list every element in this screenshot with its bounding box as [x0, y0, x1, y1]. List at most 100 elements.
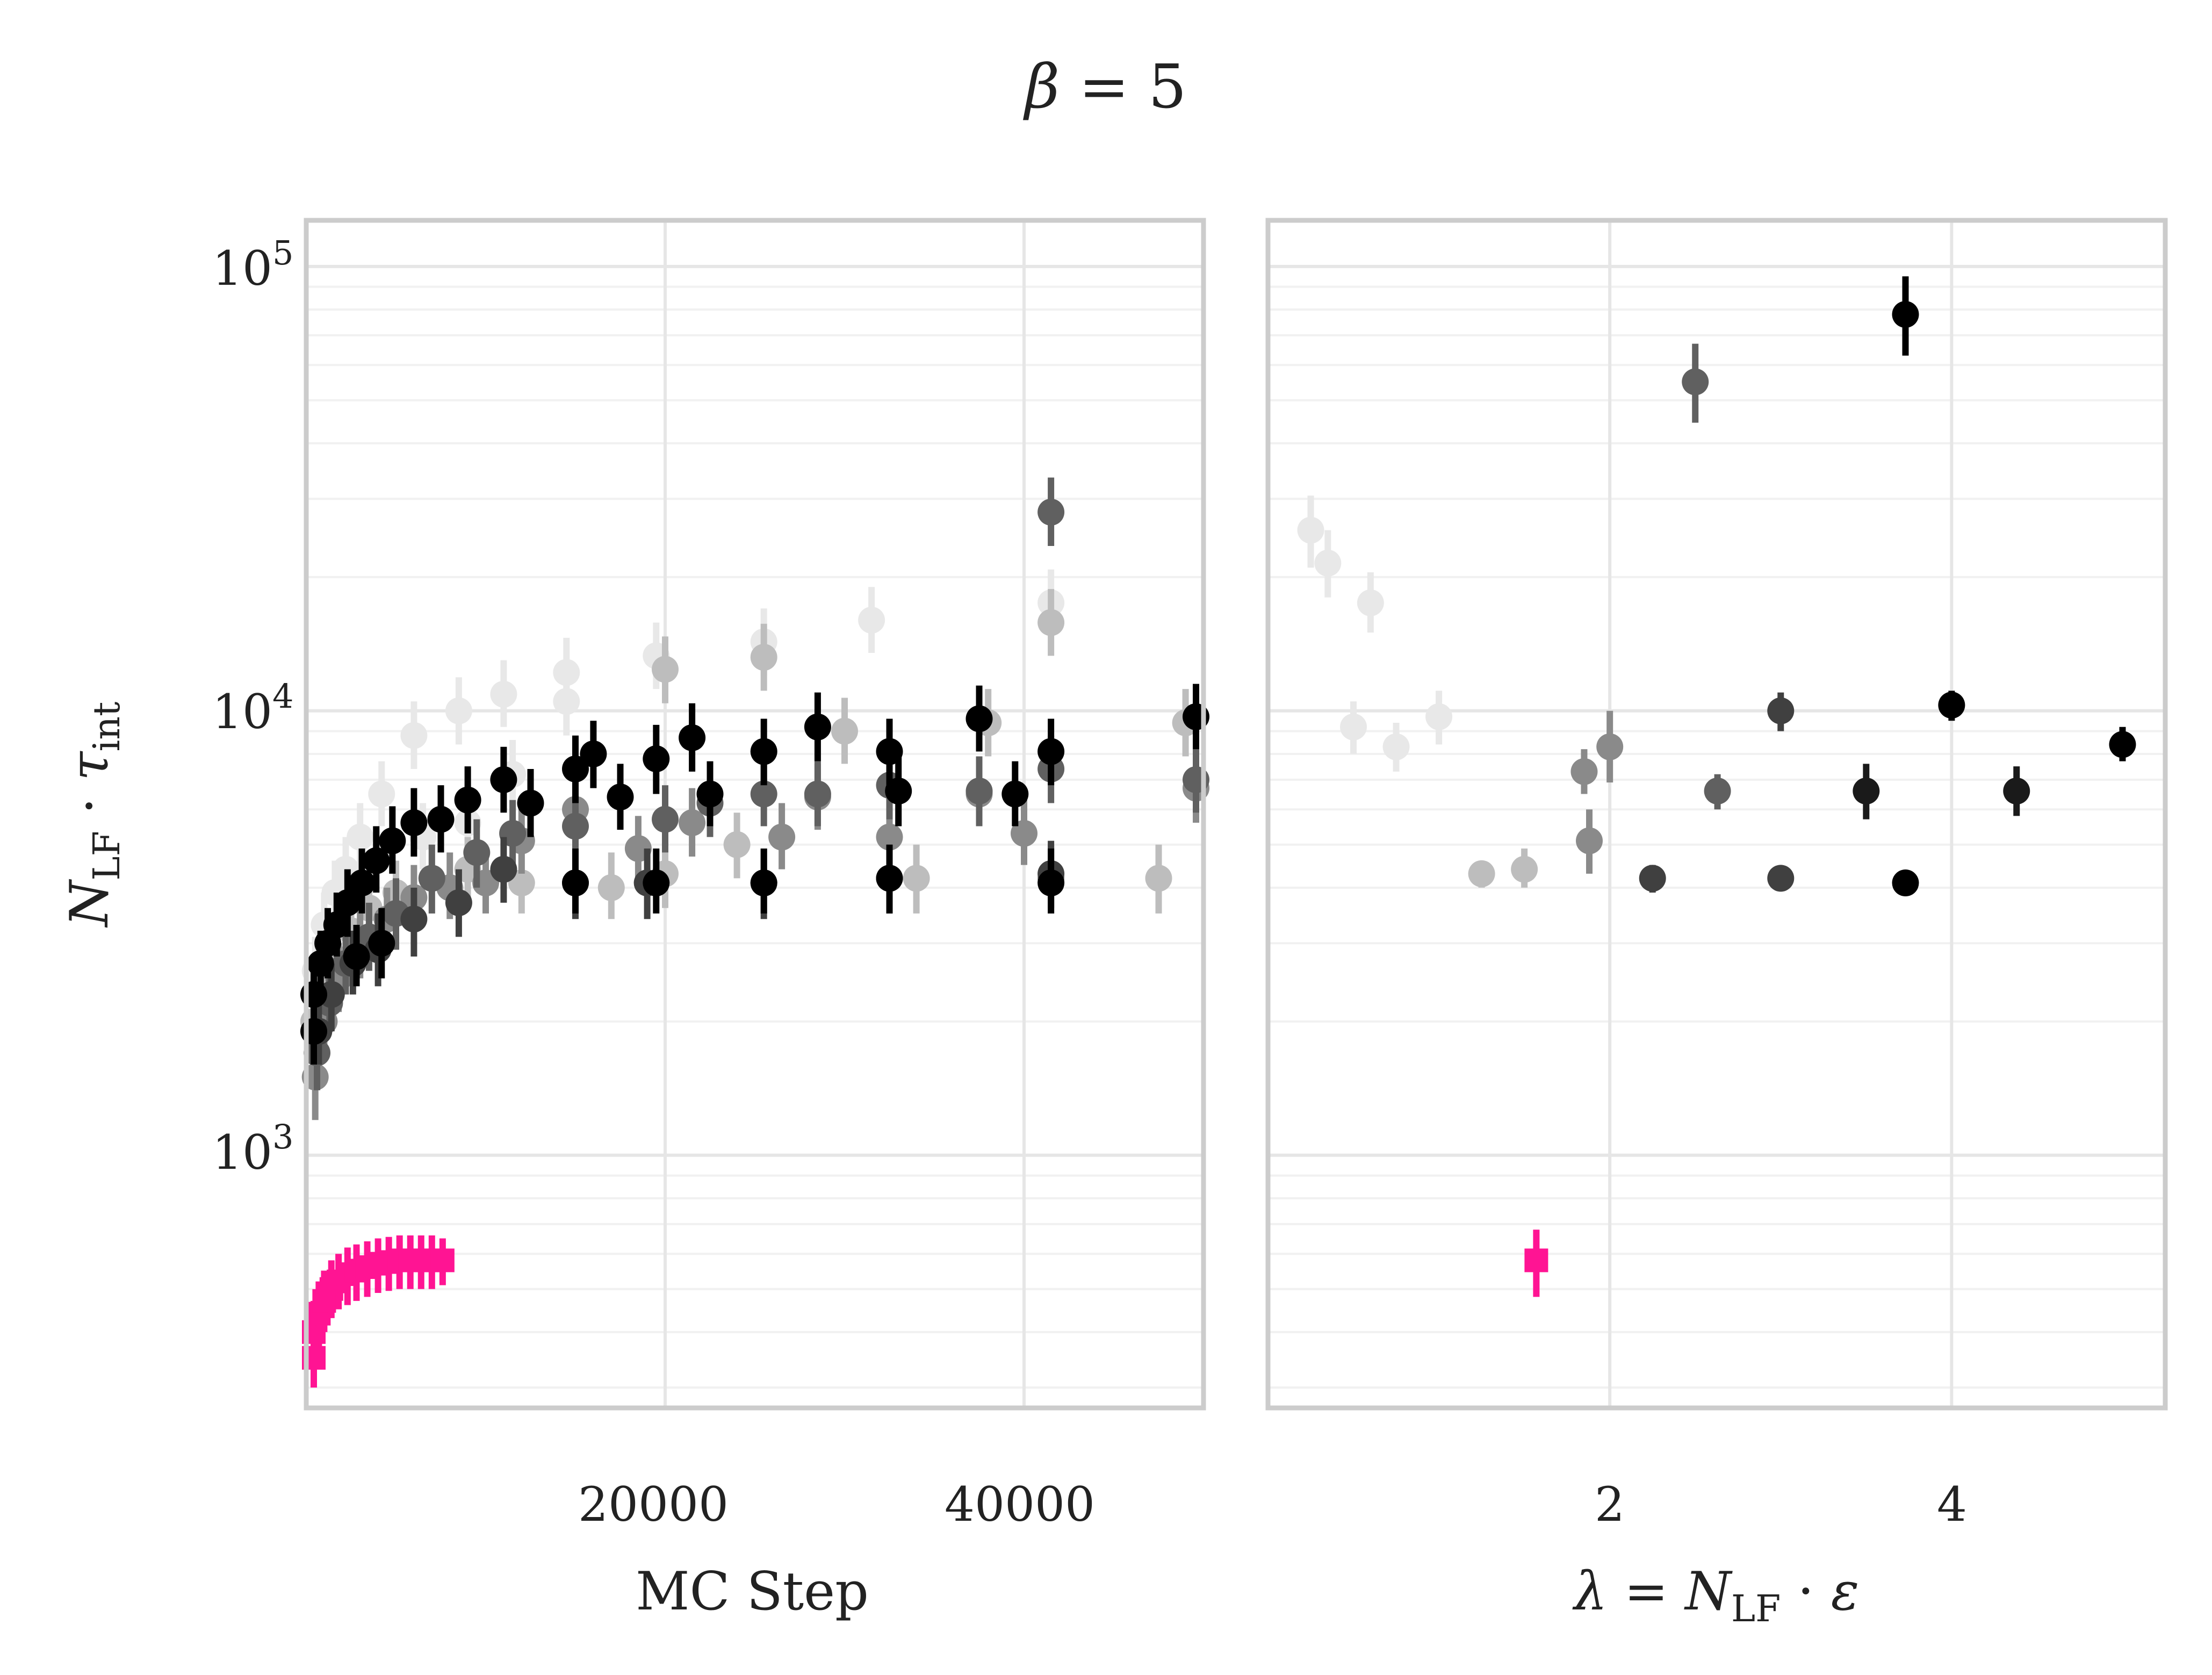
data-point: [876, 865, 903, 892]
data-point: [1382, 733, 1410, 760]
data-point: [343, 943, 370, 970]
data-point: [2003, 778, 2030, 805]
data-point: [454, 786, 481, 814]
data-point: [643, 745, 670, 773]
data-point: [1511, 856, 1538, 883]
data-point: [831, 717, 858, 745]
data-point: [1037, 869, 1065, 897]
data-point: [553, 688, 580, 715]
data-point: [750, 780, 777, 808]
data-point: [804, 780, 831, 808]
data-point: [1297, 516, 1324, 544]
data-point: [723, 831, 751, 858]
left-plot-frame: [304, 218, 1206, 1411]
data-point: [368, 930, 395, 957]
data-point: [643, 869, 670, 897]
data-point: [490, 680, 517, 708]
title-beta: β: [1022, 52, 1060, 122]
left-data-marks: [300, 477, 1209, 1388]
right-xtick-label: 4: [1937, 1477, 1967, 1532]
data-point: [363, 847, 390, 874]
data-point: [1892, 301, 1919, 328]
pink-data-point: [430, 1248, 455, 1273]
data-point: [427, 806, 455, 833]
ytick-base: 10: [212, 241, 272, 296]
right-x-axis-label: λ = NLF · ε: [1572, 1561, 1860, 1630]
data-point: [804, 713, 831, 741]
data-point: [1892, 869, 1919, 897]
data-point: [562, 813, 589, 840]
ytick-base: 10: [212, 684, 272, 739]
ytick-exponent: 4: [272, 677, 293, 716]
data-point: [490, 766, 517, 793]
data-point: [400, 722, 428, 749]
data-point: [347, 823, 374, 851]
data-point: [1357, 589, 1384, 616]
data-point: [1704, 778, 1731, 805]
data-point: [463, 839, 491, 866]
data-point: [768, 823, 796, 851]
data-point: [966, 705, 993, 732]
data-point: [750, 869, 777, 897]
data-point: [652, 656, 679, 683]
data-point: [445, 889, 472, 916]
left-y-axis-label: NLF · τint: [59, 702, 128, 928]
right-xtick-label: 2: [1595, 1477, 1625, 1532]
data-point: [750, 738, 777, 765]
data-point: [696, 780, 724, 808]
data-point: [1570, 758, 1598, 785]
data-point: [1001, 780, 1029, 808]
data-point: [1037, 609, 1065, 636]
data-point: [1853, 778, 1880, 805]
data-point: [1639, 865, 1666, 892]
data-point: [1037, 738, 1065, 765]
data-point: [679, 809, 706, 837]
data-point: [1037, 499, 1065, 526]
data-point: [679, 724, 706, 751]
left-x-axis-label: MC Step: [636, 1561, 869, 1622]
data-point: [348, 869, 376, 897]
data-point: [1682, 368, 1709, 396]
figure-title: β = 5: [1022, 52, 1186, 122]
data-point: [597, 874, 625, 901]
data-point: [1011, 819, 1037, 847]
ytick-base: 10: [212, 1125, 272, 1180]
data-point: [1314, 549, 1342, 577]
pink-data-point: [1524, 1248, 1548, 1273]
left-panel: 20000 40000 103 104 105 MC Step NLF · τi…: [59, 218, 1209, 1622]
right-data-marks: [1297, 276, 2136, 1297]
right-panel: 2 4 λ = NLF · ε: [1265, 218, 2168, 1630]
right-plot-frame: [1265, 218, 2168, 1411]
data-point: [562, 755, 589, 782]
data-point: [652, 806, 679, 833]
data-point: [368, 780, 395, 808]
data-point: [1938, 692, 1965, 719]
data-point: [400, 809, 428, 837]
data-point: [1596, 733, 1624, 760]
data-point: [607, 783, 634, 811]
data-point: [562, 869, 589, 897]
data-point: [1340, 713, 1367, 741]
data-point: [1425, 703, 1453, 730]
data-point: [418, 865, 445, 892]
data-point: [885, 778, 912, 805]
left-ytick-label: 105: [212, 233, 293, 296]
data-point: [580, 740, 607, 767]
data-point: [1468, 860, 1495, 887]
data-point: [490, 856, 517, 883]
data-point: [966, 778, 993, 805]
left-xtick-label: 40000: [945, 1477, 1095, 1532]
left-xtick-label: 20000: [578, 1477, 729, 1532]
data-point: [876, 823, 903, 851]
data-point: [1145, 865, 1172, 892]
data-point: [323, 911, 350, 938]
data-point: [517, 789, 544, 817]
data-point: [400, 905, 428, 933]
data-point: [1767, 865, 1795, 892]
data-point: [1767, 697, 1795, 724]
data-point: [750, 644, 777, 671]
data-point: [858, 607, 885, 634]
ytick-exponent: 3: [272, 1117, 293, 1156]
